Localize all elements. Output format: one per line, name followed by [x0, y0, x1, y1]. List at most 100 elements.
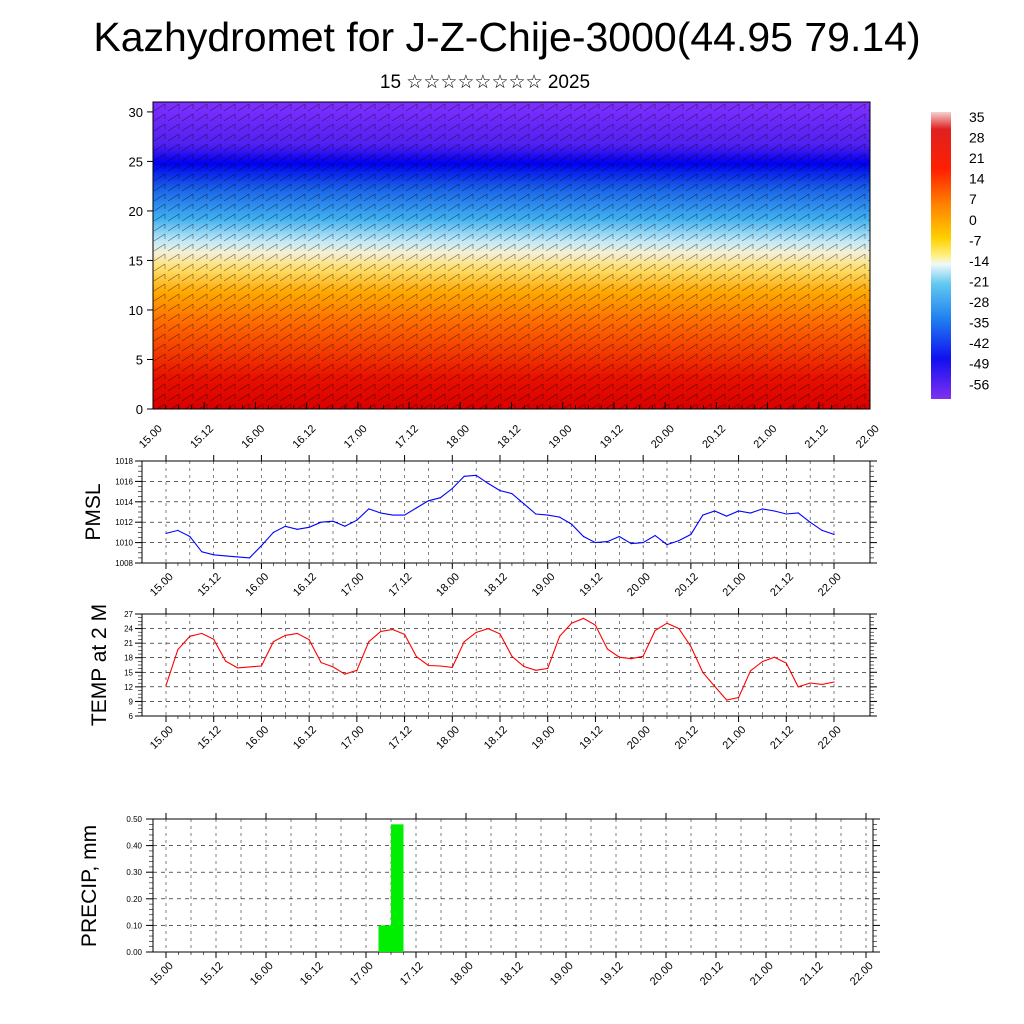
- x-tick-label: 20.00: [625, 571, 653, 599]
- x-tick-label: 20.00: [625, 724, 653, 752]
- y-tick-label: 24: [124, 625, 133, 634]
- x-tick-label: 19.00: [548, 960, 576, 988]
- data-point: [559, 635, 561, 637]
- colorbar-label: -56: [969, 376, 989, 392]
- precip-frame: [152, 818, 874, 953]
- data-point: [761, 661, 764, 663]
- x-tick-label: 16.12: [291, 724, 319, 752]
- data-point: [833, 533, 835, 536]
- data-point: [356, 669, 358, 671]
- data-point: [702, 514, 704, 516]
- x-tick-label: 15.00: [148, 571, 176, 599]
- y-tick-label: 1012: [115, 518, 133, 527]
- data-point: [439, 497, 441, 499]
- data-point: [213, 554, 215, 556]
- data-point: [320, 521, 322, 523]
- data-point: [225, 555, 227, 557]
- colorbar-label: -28: [969, 294, 989, 310]
- y-tick-label: 0.10: [126, 921, 142, 930]
- data-point: [248, 557, 251, 559]
- heatmap-y-tick-label: 15: [129, 253, 143, 268]
- data-point: [737, 510, 740, 512]
- data-point: [666, 622, 668, 624]
- data-point: [570, 622, 573, 624]
- pmsl-series: [165, 474, 835, 559]
- heatmap-y-tick-label: 0: [136, 402, 143, 417]
- data-point: [356, 519, 358, 521]
- x-tick-label: 21.12: [798, 960, 826, 988]
- y-tick-label: 0.50: [126, 815, 142, 824]
- data-point: [392, 628, 394, 631]
- data-point: [308, 526, 310, 528]
- x-tick-label: 22.00: [816, 571, 844, 599]
- data-point: [547, 667, 549, 670]
- colorbar-label: 14: [969, 171, 985, 187]
- data-point: [594, 542, 597, 544]
- pmsl-frame: [141, 460, 871, 564]
- colorbar-label: 21: [969, 150, 985, 166]
- x-tick-label: 18.00: [448, 960, 476, 988]
- data-point: [475, 474, 477, 476]
- precip-panel: PRECIP, mm 0.00 0.10 0.20 0.30 0.40 0.50 15.00…: [78, 813, 880, 988]
- data-point: [582, 617, 585, 619]
- data-point: [213, 638, 215, 640]
- data-point: [380, 630, 382, 633]
- data-point: [726, 515, 728, 517]
- x-tick-label: 18.12: [482, 571, 510, 599]
- y-tick-label: 1018: [115, 457, 133, 466]
- data-point: [201, 551, 203, 553]
- data-point: [225, 660, 227, 662]
- data-point: [403, 633, 406, 636]
- data-point: [272, 531, 274, 534]
- heatmap-x-tick-label: 16.12: [291, 423, 319, 451]
- data-point: [821, 683, 823, 686]
- data-point: [487, 482, 489, 485]
- data-point: [427, 500, 430, 502]
- data-point: [380, 512, 382, 514]
- precip-grid: [153, 818, 873, 953]
- data-point: [630, 543, 632, 545]
- data-point: [165, 684, 167, 687]
- x-tick-label: 16.12: [298, 960, 326, 988]
- x-tick-label: 16.00: [243, 724, 271, 752]
- colorbar-label: -35: [969, 315, 989, 331]
- pmsl-y-label: PMSL: [82, 483, 105, 540]
- data-point: [451, 487, 453, 490]
- data-point: [618, 535, 620, 538]
- colorbar-label: -42: [969, 335, 989, 351]
- x-tick-label: 17.12: [386, 724, 414, 752]
- data-point: [618, 656, 620, 658]
- colorbar-label: 35: [969, 109, 985, 125]
- x-tick-label: 17.12: [386, 571, 414, 599]
- data-point: [833, 681, 835, 683]
- data-point: [189, 535, 191, 538]
- y-tick-label: 1014: [115, 498, 133, 507]
- temp-grid: [142, 613, 870, 717]
- heatmap-x-tick-label: 21.00: [751, 423, 779, 451]
- x-tick-label: 15.00: [148, 724, 176, 752]
- data-point: [809, 682, 811, 684]
- x-tick-label: 21.00: [748, 960, 776, 988]
- data-point: [189, 635, 191, 637]
- data-point: [690, 645, 692, 648]
- colorbar-label: -21: [969, 273, 989, 289]
- temp-frame: [141, 613, 871, 717]
- colorbar-label: 28: [969, 130, 985, 146]
- x-tick-label: 18.00: [434, 724, 462, 752]
- data-point: [678, 539, 680, 542]
- data-point: [642, 655, 644, 657]
- x-tick-label: 17.00: [339, 724, 367, 752]
- x-tick-label: 17.00: [339, 571, 367, 599]
- data-point: [726, 699, 728, 701]
- x-tick-label: 19.12: [577, 571, 605, 599]
- y-tick-label: 27: [124, 610, 133, 619]
- pmsl-grid: [142, 460, 870, 564]
- data-point: [797, 512, 799, 514]
- heatmap-y-tick-label: 20: [129, 204, 143, 219]
- data-point: [666, 544, 668, 546]
- data-point: [463, 475, 465, 477]
- data-point: [642, 542, 644, 544]
- data-point: [403, 514, 406, 516]
- data-point: [606, 540, 608, 543]
- x-tick-label: 21.00: [720, 571, 748, 599]
